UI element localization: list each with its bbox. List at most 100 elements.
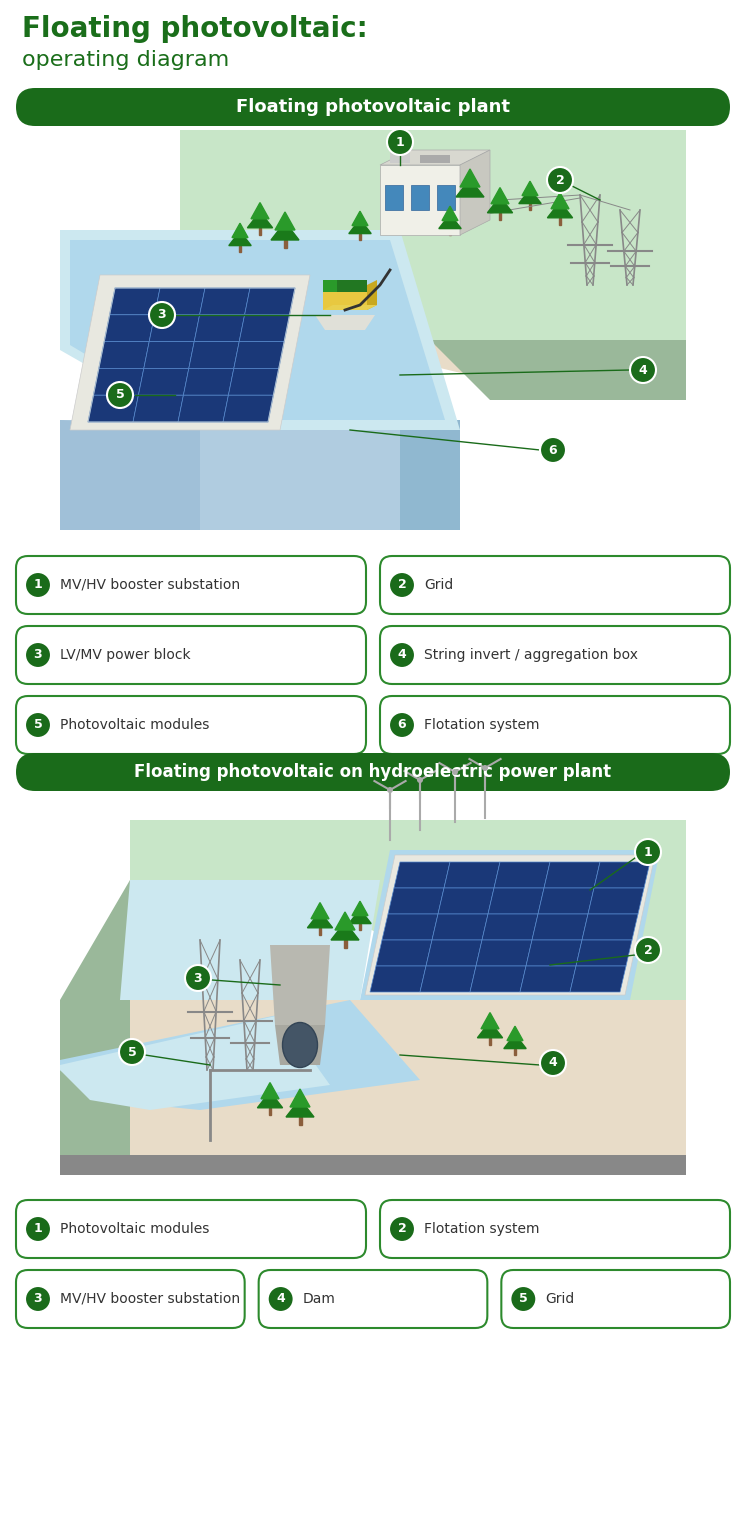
- Polygon shape: [442, 207, 458, 220]
- Polygon shape: [460, 169, 480, 187]
- Text: Grid: Grid: [545, 1292, 574, 1306]
- Polygon shape: [60, 1155, 686, 1175]
- Polygon shape: [259, 228, 261, 236]
- Text: 4: 4: [639, 363, 648, 377]
- Circle shape: [389, 641, 415, 667]
- Polygon shape: [144, 342, 194, 368]
- FancyBboxPatch shape: [16, 752, 730, 790]
- Circle shape: [149, 302, 175, 328]
- Polygon shape: [184, 368, 233, 395]
- Text: MV/HV booster substation: MV/HV booster substation: [60, 578, 240, 591]
- Polygon shape: [482, 914, 538, 939]
- Text: 6: 6: [549, 444, 557, 456]
- FancyBboxPatch shape: [501, 1271, 730, 1328]
- Polygon shape: [548, 202, 573, 217]
- FancyBboxPatch shape: [16, 1199, 366, 1259]
- Circle shape: [389, 711, 415, 739]
- Text: 3: 3: [34, 1292, 43, 1306]
- Polygon shape: [370, 967, 426, 993]
- Text: 3: 3: [157, 309, 166, 322]
- FancyBboxPatch shape: [380, 696, 730, 754]
- Polygon shape: [60, 420, 200, 530]
- Polygon shape: [275, 211, 295, 230]
- Polygon shape: [337, 280, 367, 292]
- Polygon shape: [365, 854, 655, 996]
- Polygon shape: [494, 862, 550, 888]
- Polygon shape: [529, 204, 531, 210]
- Polygon shape: [239, 315, 289, 342]
- Polygon shape: [245, 287, 295, 315]
- Text: 6: 6: [398, 719, 407, 731]
- Polygon shape: [376, 939, 432, 967]
- Polygon shape: [228, 368, 279, 395]
- Polygon shape: [178, 395, 228, 423]
- Polygon shape: [319, 927, 322, 935]
- Polygon shape: [444, 862, 500, 888]
- Polygon shape: [60, 1000, 420, 1110]
- Polygon shape: [532, 914, 588, 939]
- Polygon shape: [298, 1117, 301, 1125]
- Circle shape: [25, 1216, 51, 1242]
- Circle shape: [119, 1040, 145, 1066]
- Text: 3: 3: [194, 971, 202, 985]
- Circle shape: [510, 1286, 536, 1312]
- FancyBboxPatch shape: [16, 556, 366, 614]
- Circle shape: [482, 765, 488, 771]
- Polygon shape: [180, 131, 686, 340]
- Circle shape: [25, 572, 51, 597]
- Polygon shape: [98, 342, 149, 368]
- Polygon shape: [154, 287, 205, 315]
- Polygon shape: [60, 230, 460, 430]
- Polygon shape: [133, 395, 184, 423]
- Polygon shape: [88, 395, 139, 423]
- Polygon shape: [331, 923, 359, 939]
- FancyBboxPatch shape: [16, 626, 366, 684]
- Text: 1: 1: [395, 135, 404, 149]
- Polygon shape: [394, 862, 450, 888]
- Polygon shape: [470, 967, 526, 993]
- Circle shape: [630, 357, 656, 383]
- Polygon shape: [229, 231, 251, 246]
- Polygon shape: [70, 275, 310, 430]
- Text: 1: 1: [644, 845, 652, 859]
- Text: Dam: Dam: [303, 1292, 336, 1306]
- Polygon shape: [526, 939, 582, 967]
- Polygon shape: [271, 222, 299, 240]
- Polygon shape: [594, 862, 650, 888]
- Polygon shape: [60, 880, 130, 1170]
- Polygon shape: [420, 155, 450, 163]
- Polygon shape: [460, 150, 490, 236]
- Polygon shape: [269, 1108, 272, 1116]
- Polygon shape: [367, 280, 377, 310]
- Circle shape: [185, 965, 211, 991]
- Polygon shape: [139, 368, 189, 395]
- Polygon shape: [520, 967, 576, 993]
- Polygon shape: [456, 179, 484, 198]
- Polygon shape: [507, 1026, 523, 1041]
- Polygon shape: [60, 420, 400, 530]
- Circle shape: [635, 936, 661, 964]
- Polygon shape: [110, 287, 160, 315]
- Polygon shape: [283, 240, 286, 248]
- Polygon shape: [544, 862, 600, 888]
- Polygon shape: [430, 340, 686, 400]
- Text: 2: 2: [556, 173, 565, 187]
- Circle shape: [387, 129, 413, 155]
- Polygon shape: [120, 880, 380, 1000]
- FancyBboxPatch shape: [16, 88, 730, 126]
- Polygon shape: [239, 246, 241, 252]
- Polygon shape: [400, 420, 460, 530]
- Text: 5: 5: [116, 389, 125, 401]
- Text: Grid: Grid: [424, 578, 454, 591]
- Polygon shape: [551, 193, 569, 208]
- Circle shape: [417, 777, 423, 783]
- Polygon shape: [380, 150, 490, 166]
- Circle shape: [25, 1286, 51, 1312]
- Polygon shape: [323, 280, 367, 310]
- Polygon shape: [426, 939, 482, 967]
- Polygon shape: [307, 912, 333, 927]
- Circle shape: [389, 572, 415, 597]
- Polygon shape: [349, 909, 372, 924]
- Polygon shape: [382, 914, 438, 939]
- Text: Flotation system: Flotation system: [424, 717, 539, 733]
